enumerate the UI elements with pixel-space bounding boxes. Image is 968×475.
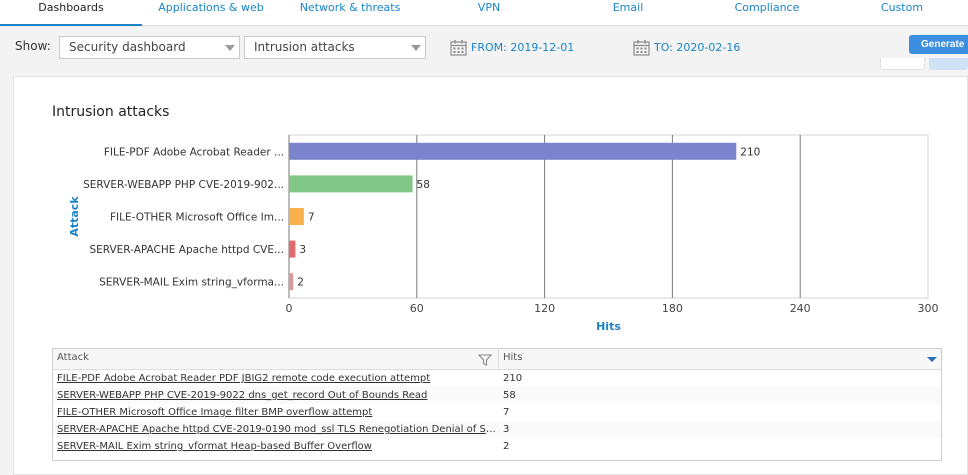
calendar-icon (633, 39, 650, 56)
x-tick-label: 300 (918, 302, 939, 315)
tab-label: Custom (880, 1, 924, 14)
tab-label: Compliance (734, 1, 800, 14)
column-header-label: Hits (503, 352, 523, 363)
attack-link[interactable]: SERVER-WEBAPP PHP CVE-2019-9022 dns_get_… (57, 390, 428, 401)
bar (289, 240, 296, 258)
table-row: FILE-PDF Adobe Acrobat Reader PDF JBIG2 … (53, 370, 941, 387)
dashboard-select-value: Security dashboard (69, 40, 186, 54)
from-date-value: FROM: 2019-12-01 (471, 40, 575, 54)
tab-label: VPN (477, 1, 501, 14)
attack-cell: SERVER-WEBAPP PHP CVE-2019-9022 dns_get_… (53, 387, 499, 404)
bar (289, 208, 304, 225)
tab-network-threats[interactable]: Network & threats (280, 0, 420, 25)
attack-cell: FILE-OTHER Microsoft Office Image filter… (53, 404, 499, 421)
bar (289, 175, 413, 193)
y-tick-label: SERVER-MAIL Exim string_vforma... (99, 277, 284, 289)
x-tick-label: 0 (286, 302, 293, 315)
report-select-value: Intrusion attacks (254, 40, 355, 54)
y-tick-label: SERVER-WEBAPP PHP CVE-2019-902... (83, 179, 284, 191)
generate-button[interactable]: Generate (909, 35, 968, 54)
dashboard-select[interactable]: Security dashboard (59, 36, 240, 59)
table-row: SERVER-MAIL Exim string_vformat Heap-bas… (53, 438, 941, 455)
y-tick-label: SERVER-APACHE Apache httpd CVE... (89, 244, 284, 256)
x-axis-title: Hits (596, 320, 621, 333)
tab-label: Dashboards (38, 1, 104, 14)
attack-link[interactable]: SERVER-APACHE Apache httpd CVE-2019-0190… (57, 424, 499, 435)
tab-bar: Dashboards Applications & web Network & … (0, 0, 968, 26)
tab-custom[interactable]: Custom (836, 0, 968, 25)
data-label: 2 (297, 277, 304, 289)
table-row: SERVER-WEBAPP PHP CVE-2019-9022 dns_get_… (53, 387, 941, 404)
tab-compliance[interactable]: Compliance (698, 0, 836, 25)
tab-email[interactable]: Email (558, 0, 698, 25)
partial-button[interactable] (880, 58, 925, 70)
data-label: 58 (417, 179, 430, 191)
attack-cell: FILE-PDF Adobe Acrobat Reader PDF JBIG2 … (53, 370, 499, 387)
column-header-label: Attack (57, 352, 89, 363)
plot-area (288, 134, 929, 299)
y-tick-label: FILE-PDF Adobe Acrobat Reader ... (104, 146, 284, 158)
attack-table: Attack Hits FILE-PDF Adobe Acrobat Reade… (52, 348, 942, 461)
attack-cell: SERVER-APACHE Apache httpd CVE-2019-0190… (53, 421, 499, 438)
hits-cell: 2 (503, 441, 510, 452)
bar-chart: 0 60 120 180 240 300 FILE-PDF Adobe Acrobat Re… (68, 134, 939, 333)
hits-cell: 3 (503, 424, 510, 435)
x-tick-label: 60 (410, 302, 424, 315)
hits-cell: 210 (503, 373, 523, 384)
from-date-picker[interactable]: FROM: 2019-12-01 (450, 37, 574, 57)
calendar-icon (450, 39, 467, 56)
tab-vpn[interactable]: VPN (420, 0, 558, 25)
bar (289, 142, 737, 160)
column-header-attack[interactable]: Attack (53, 349, 499, 369)
hits-cell: 58 (503, 390, 516, 401)
to-date-picker[interactable]: TO: 2020-02-16 (633, 37, 740, 57)
report-toolbar: Show: Security dashboard Intrusion attac… (0, 26, 968, 66)
chevron-down-icon (411, 45, 421, 51)
tab-label: Email (612, 1, 644, 14)
report-select[interactable]: Intrusion attacks (244, 36, 426, 59)
filter-icon[interactable] (478, 354, 492, 366)
y-axis-title: Attack (68, 196, 81, 237)
tab-applications-web[interactable]: Applications & web (142, 0, 280, 25)
attack-cell: SERVER-MAIL Exim string_vformat Heap-bas… (53, 438, 499, 455)
attack-link[interactable]: FILE-PDF Adobe Acrobat Reader PDF JBIG2 … (57, 373, 431, 384)
chevron-down-icon (225, 45, 235, 51)
sort-down-icon[interactable] (927, 357, 937, 362)
tab-label: Network & threats (299, 1, 401, 14)
data-label: 7 (308, 212, 315, 224)
tab-label: Applications & web (158, 1, 264, 14)
show-label: Show: (15, 39, 51, 53)
table-row: FILE-OTHER Microsoft Office Image filter… (53, 404, 941, 421)
bar (289, 273, 294, 291)
table-body: FILE-PDF Adobe Acrobat Reader PDF JBIG2 … (53, 370, 941, 455)
x-tick-label: 180 (662, 302, 683, 315)
table-row: SERVER-APACHE Apache httpd CVE-2019-0190… (53, 421, 941, 438)
y-tick-label: FILE-OTHER Microsoft Office Im... (110, 212, 284, 224)
attack-link[interactable]: FILE-OTHER Microsoft Office Image filter… (57, 407, 373, 418)
hits-cell: 7 (503, 407, 510, 418)
to-date-value: TO: 2020-02-16 (654, 40, 741, 54)
tab-dashboards[interactable]: Dashboards (0, 0, 142, 26)
attack-link[interactable]: SERVER-MAIL Exim string_vformat Heap-bas… (57, 441, 372, 452)
table-header: Attack Hits (53, 349, 941, 370)
x-tick-label: 120 (534, 302, 555, 315)
data-label: 3 (299, 244, 306, 256)
column-header-hits[interactable]: Hits (499, 349, 941, 369)
chart-title: Intrusion attacks (52, 104, 170, 120)
data-label: 210 (740, 146, 760, 158)
x-tick-label: 240 (790, 302, 811, 315)
